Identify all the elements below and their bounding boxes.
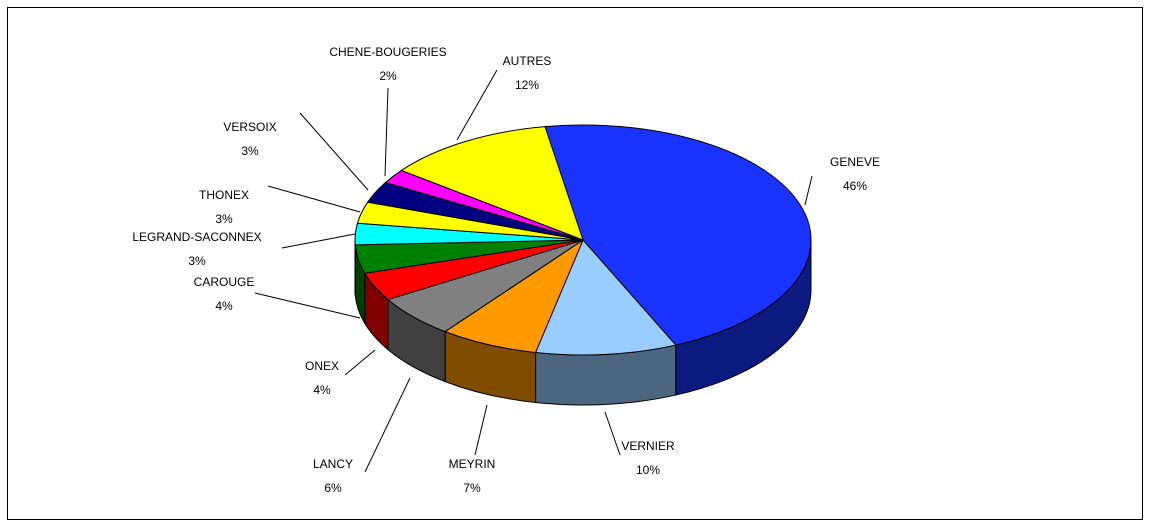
slice-label: MEYRIN (449, 457, 496, 471)
slice-label: ONEX (305, 359, 339, 373)
slice-value-label: 3% (241, 144, 259, 158)
slice-label: VERNIER (621, 439, 675, 453)
slice-label: AUTRES (503, 54, 552, 68)
slice-label: LANCY (313, 457, 353, 471)
slice-label: VERSOIX (223, 120, 276, 134)
slice-value-label: 10% (636, 463, 660, 477)
slice-value-label: 46% (843, 179, 867, 193)
slice-value-label: 2% (379, 69, 397, 83)
slice-value-label: 7% (463, 481, 481, 495)
slice-value-label: 6% (324, 481, 342, 495)
slice-value-label: 3% (215, 212, 233, 226)
slice-value-label: 4% (313, 383, 331, 397)
slice-label: CHENE-BOUGERIES (329, 45, 446, 59)
slice-label: GENEVE (830, 155, 880, 169)
slice-value-label: 3% (188, 254, 206, 268)
slice-value-label: 4% (215, 299, 233, 313)
slice-label: CAROUGE (194, 275, 255, 289)
slice-label: THONEX (199, 188, 249, 202)
slice-value-label: 12% (515, 78, 539, 92)
slice-label: LEGRAND-SACONNEX (132, 230, 261, 244)
